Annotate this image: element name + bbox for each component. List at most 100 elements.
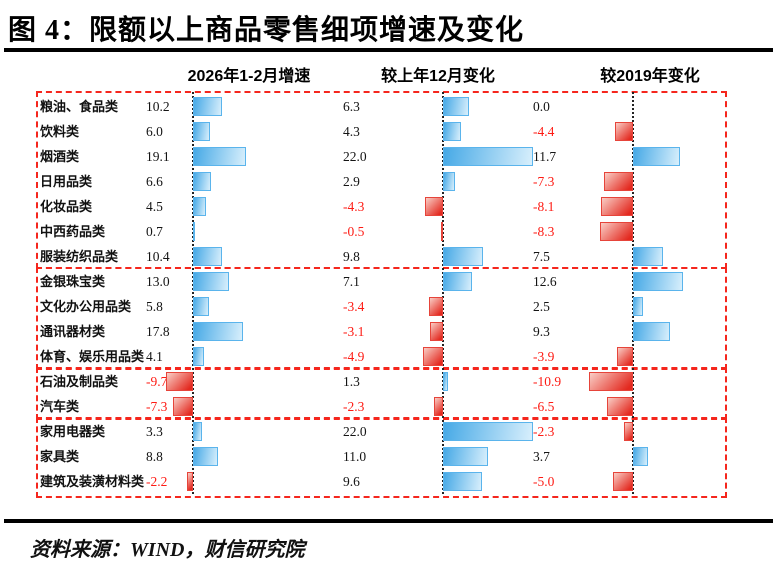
positive-bar bbox=[443, 447, 488, 466]
value-label: 9.6 bbox=[343, 473, 360, 489]
category-label: 家具类 bbox=[40, 448, 80, 464]
positive-bar bbox=[633, 247, 663, 266]
value-label: -6.5 bbox=[533, 398, 555, 414]
positive-bar bbox=[633, 297, 643, 316]
title-divider bbox=[4, 48, 773, 52]
value-label: 3.7 bbox=[533, 448, 550, 464]
negative-bar bbox=[425, 197, 443, 216]
positive-bar bbox=[193, 222, 195, 241]
negative-bar bbox=[434, 397, 443, 416]
category-label: 日用品类 bbox=[40, 173, 93, 189]
category-label: 家用电器类 bbox=[40, 423, 106, 439]
value-label: 9.8 bbox=[343, 248, 360, 264]
value-label: -7.3 bbox=[533, 173, 555, 189]
value-label: 0.0 bbox=[533, 98, 550, 114]
category-label: 建筑及装潢材料类 bbox=[40, 473, 145, 489]
negative-bar bbox=[615, 122, 633, 141]
category-label: 服装纺织品类 bbox=[40, 248, 119, 264]
value-label: 5.8 bbox=[146, 298, 163, 314]
value-label: -7.3 bbox=[146, 398, 168, 414]
negative-bar bbox=[429, 297, 443, 316]
value-label: 12.6 bbox=[533, 273, 557, 289]
value-label: -2.3 bbox=[533, 423, 555, 439]
positive-bar bbox=[443, 272, 472, 291]
category-label: 石油及制品类 bbox=[40, 373, 119, 389]
positive-bar bbox=[443, 122, 461, 141]
value-label: 8.8 bbox=[146, 448, 163, 464]
value-label: -3.1 bbox=[343, 323, 365, 339]
zero-axis-line bbox=[442, 92, 444, 494]
positive-bar bbox=[193, 272, 229, 291]
value-label: -2.2 bbox=[146, 473, 168, 489]
negative-bar bbox=[617, 347, 633, 366]
value-label: -8.1 bbox=[533, 198, 555, 214]
positive-bar bbox=[193, 97, 222, 116]
data-source-note: 资料来源：WIND，财信研究院 bbox=[30, 539, 305, 561]
category-group-box bbox=[36, 417, 727, 498]
value-label: 11.0 bbox=[343, 448, 367, 464]
category-label: 汽车类 bbox=[40, 398, 80, 414]
category-label: 粮油、食品类 bbox=[40, 98, 119, 114]
positive-bar bbox=[443, 472, 482, 491]
negative-bar bbox=[423, 347, 443, 366]
negative-bar bbox=[601, 197, 633, 216]
value-label: -2.3 bbox=[343, 398, 365, 414]
negative-bar bbox=[624, 422, 633, 441]
positive-bar bbox=[193, 322, 243, 341]
value-label: -4.4 bbox=[533, 123, 555, 139]
value-label: -0.5 bbox=[343, 223, 365, 239]
positive-bar bbox=[443, 422, 533, 441]
positive-bar bbox=[193, 197, 206, 216]
negative-bar bbox=[166, 372, 193, 391]
value-label: 9.3 bbox=[533, 323, 550, 339]
value-label: 17.8 bbox=[146, 323, 170, 339]
value-label: 0.7 bbox=[146, 223, 163, 239]
positive-bar bbox=[193, 147, 246, 166]
column-header-vs-2019: 较2019年变化 bbox=[600, 68, 700, 85]
category-label: 体育、娱乐用品类 bbox=[40, 348, 145, 364]
zero-axis-line bbox=[192, 92, 194, 494]
value-label: -8.3 bbox=[533, 223, 555, 239]
value-label: 4.5 bbox=[146, 198, 163, 214]
zero-axis-line bbox=[632, 92, 634, 494]
value-label: 19.1 bbox=[146, 148, 170, 164]
positive-bar bbox=[193, 422, 202, 441]
negative-bar bbox=[589, 372, 633, 391]
category-label: 化妆品类 bbox=[40, 198, 93, 214]
value-label: 3.3 bbox=[146, 423, 163, 439]
negative-bar bbox=[430, 322, 443, 341]
value-label: 7.1 bbox=[343, 273, 360, 289]
positive-bar bbox=[443, 247, 483, 266]
category-label: 饮料类 bbox=[40, 123, 80, 139]
chart-title: 图 4：限额以上商品零售细项增速及变化 bbox=[8, 15, 525, 46]
value-label: 4.3 bbox=[343, 123, 360, 139]
value-label: 2.5 bbox=[533, 298, 550, 314]
value-label: 2.9 bbox=[343, 173, 360, 189]
value-label: 6.0 bbox=[146, 123, 163, 139]
positive-bar bbox=[193, 247, 222, 266]
value-label: 7.5 bbox=[533, 248, 550, 264]
positive-bar bbox=[633, 272, 683, 291]
value-label: 6.3 bbox=[343, 98, 360, 114]
positive-bar bbox=[633, 322, 670, 341]
negative-bar bbox=[604, 172, 633, 191]
value-label: 6.6 bbox=[146, 173, 163, 189]
positive-bar bbox=[633, 147, 680, 166]
value-label: -9.7 bbox=[146, 373, 168, 389]
positive-bar bbox=[193, 297, 209, 316]
negative-bar bbox=[600, 222, 633, 241]
positive-bar bbox=[633, 447, 648, 466]
value-label: -3.4 bbox=[343, 298, 365, 314]
column-header-growth: 2026年1-2月增速 bbox=[187, 68, 311, 85]
value-label: 4.1 bbox=[146, 348, 163, 364]
negative-bar bbox=[607, 397, 633, 416]
value-label: -10.9 bbox=[533, 373, 562, 389]
value-label: 11.7 bbox=[533, 148, 557, 164]
positive-bar bbox=[443, 97, 469, 116]
positive-bar bbox=[443, 372, 448, 391]
negative-bar bbox=[613, 472, 633, 491]
category-group-box bbox=[36, 367, 727, 420]
category-label: 通讯器材类 bbox=[40, 323, 106, 339]
category-label: 中西药品类 bbox=[40, 223, 106, 239]
negative-bar bbox=[187, 472, 193, 491]
